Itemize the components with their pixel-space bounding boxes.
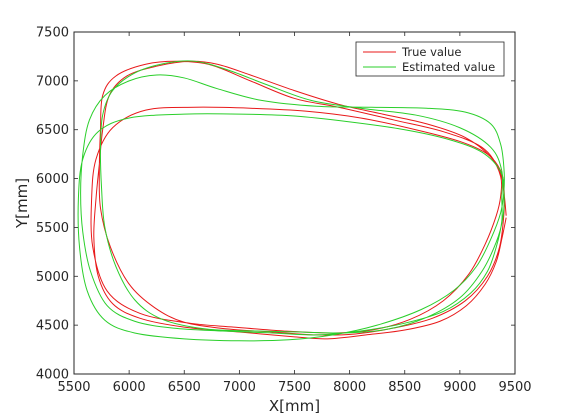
- y-tick-label: 6000: [36, 172, 69, 187]
- y-tick-label: 7000: [36, 74, 69, 89]
- y-tick-label: 4500: [36, 319, 69, 334]
- series-line-true-value: [90, 60, 507, 340]
- x-tick-label: 8500: [388, 380, 421, 395]
- x-tick-label: 6500: [168, 380, 201, 395]
- x-axis-label: X[mm]: [269, 397, 320, 415]
- x-tick-label: 8000: [333, 380, 366, 395]
- y-tick-label: 4000: [36, 368, 69, 383]
- legend-box: [355, 41, 505, 77]
- x-tick-label: 9500: [498, 380, 531, 395]
- x-tick-label: 5500: [57, 380, 90, 395]
- x-tick-label: 9000: [443, 380, 476, 395]
- y-tick-label: 5000: [36, 270, 69, 285]
- legend-label-estimated-value: Estimated value: [402, 60, 495, 74]
- plot-area: [74, 32, 515, 374]
- tick-layer: 5500 6000 6500 7000 7500 8000 8500 9000 9500 4000…: [36, 26, 532, 396]
- y-axis-label: Y[mm]: [13, 178, 31, 229]
- x-tick-label: 7500: [278, 380, 311, 395]
- legend: True value Estimated value: [355, 41, 505, 77]
- series-line-estimated-value: [77, 60, 505, 342]
- series-layer: [77, 60, 507, 342]
- legend-label-true-value: True value: [401, 45, 462, 59]
- y-tick-label: 5500: [36, 221, 69, 236]
- x-tick-label: 7000: [223, 380, 256, 395]
- y-tick-label: 6500: [36, 123, 69, 138]
- x-tick-label: 6000: [113, 380, 146, 395]
- y-tick-label: 7500: [36, 26, 69, 41]
